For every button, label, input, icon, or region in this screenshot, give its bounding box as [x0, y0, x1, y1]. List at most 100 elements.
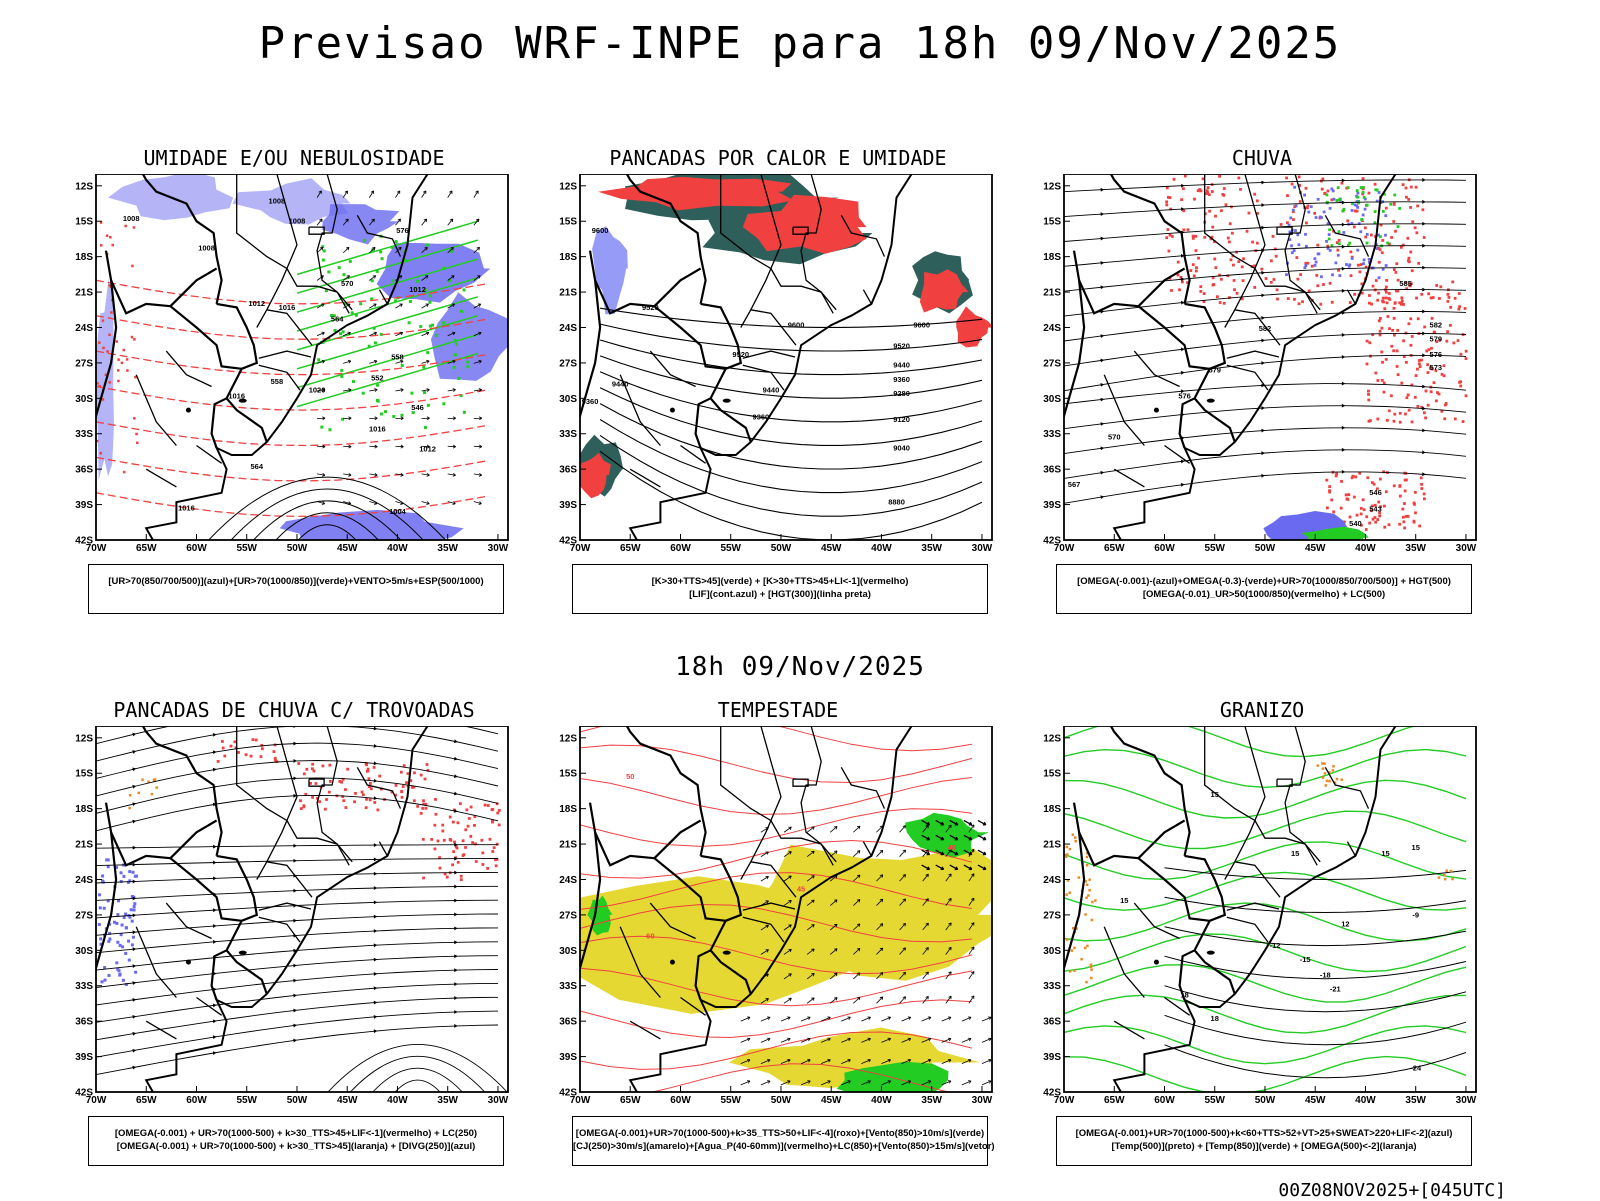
lat-tick-label: 27S: [1043, 358, 1061, 369]
legend-line: [LIF](cont.azul) + [HGT(300)](linha pret…: [573, 588, 987, 601]
lon-tick-label: 70W: [86, 543, 107, 554]
panel-title: TEMPESTADE: [558, 698, 998, 722]
lon-tick-label: 35W: [437, 543, 458, 554]
legend-line: [OMEGA(-0.01)_UR>50(1000/850)(vermelho) …: [1057, 588, 1471, 601]
lat-tick-label: 30S: [559, 394, 577, 405]
contour-label: 570: [341, 279, 354, 288]
lon-tick-label: 40W: [1355, 1095, 1376, 1106]
lat-tick-label: 33S: [1043, 981, 1061, 992]
contour-label: 582: [1430, 320, 1443, 329]
lat-tick-label: 24S: [75, 875, 93, 886]
lon-tick-label: 40W: [387, 543, 408, 554]
contour-label: 9440: [763, 385, 780, 394]
legend-line: [UR>70(850/700/500)](azul)+[UR>70(1000/8…: [89, 575, 503, 588]
panel-title: UMIDADE E/OU NEBULOSIDADE: [74, 146, 514, 170]
contour-label: -21: [1330, 985, 1341, 994]
panel-legend: [K>30+TTS>45](verde) + [K>30+TTS>45+LI<-…: [572, 564, 988, 614]
lon-tick-label: 35W: [921, 1095, 942, 1106]
lon-tick-label: 45W: [1305, 1095, 1326, 1106]
lon-tick-label: 50W: [1255, 543, 1276, 554]
lon-tick-label: 40W: [871, 543, 892, 554]
lat-tick-label: 24S: [1043, 323, 1061, 334]
lon-tick-label: 55W: [720, 1095, 741, 1106]
contour-label: 50: [626, 772, 634, 781]
lon-tick-label: 65W: [136, 1095, 157, 1106]
lat-tick-label: 39S: [1043, 1052, 1061, 1063]
lat-tick-label: 24S: [559, 875, 577, 886]
lat-tick-label: 33S: [559, 429, 577, 440]
contour-label: 1012: [419, 444, 436, 453]
lon-tick-label: 70W: [1054, 1095, 1075, 1106]
contour-label: 45: [797, 884, 805, 893]
contour-label: 567: [1068, 480, 1081, 489]
contour-label: 9040: [893, 443, 910, 452]
lon-tick-label: 40W: [1355, 543, 1376, 554]
lat-tick-label: 30S: [75, 394, 93, 405]
lon-tick-label: 30W: [488, 1095, 509, 1106]
legend-line: [OMEGA(-0.001) + UR>70(1000-500) + k>30_…: [89, 1127, 503, 1140]
lon-tick-label: 70W: [86, 1095, 107, 1106]
lon-tick-label: 30W: [972, 543, 993, 554]
lon-tick-label: 50W: [287, 1095, 308, 1106]
contour-label: 1016: [228, 391, 245, 400]
lat-tick-label: 39S: [75, 1052, 93, 1063]
panel-legend: [UR>70(850/700/500)](azul)+[UR>70(1000/8…: [88, 564, 504, 614]
contour-label: 564: [251, 462, 264, 471]
contour-label: 9360: [753, 413, 770, 422]
lat-tick-label: 36S: [1043, 465, 1061, 476]
lat-tick-label: 39S: [559, 500, 577, 511]
lon-tick-label: 60W: [670, 1095, 691, 1106]
sub-title: 18h 09/Nov/2025: [0, 652, 1600, 682]
lat-tick-label: 15S: [1043, 769, 1061, 780]
lat-tick-label: 39S: [559, 1052, 577, 1063]
lat-tick-label: 21S: [559, 840, 577, 851]
contour-label: 1012: [409, 285, 426, 294]
lon-tick-label: 55W: [236, 543, 257, 554]
contour-label: 576: [1178, 391, 1191, 400]
lon-tick-label: 55W: [1204, 1095, 1225, 1106]
lon-tick-label: 45W: [821, 1095, 842, 1106]
lat-tick-label: 21S: [559, 288, 577, 299]
contour-label: 15: [1211, 790, 1219, 799]
contour-label: 546: [411, 403, 424, 412]
contour-label: 1008: [123, 214, 140, 223]
lat-tick-label: 30S: [1043, 394, 1061, 405]
lon-tick-label: 45W: [337, 543, 358, 554]
lat-tick-label: 27S: [1043, 910, 1061, 921]
lat-tick-label: 33S: [75, 981, 93, 992]
lat-tick-label: 12S: [559, 733, 577, 744]
lat-tick-label: 36S: [559, 465, 577, 476]
lat-tick-label: 30S: [559, 946, 577, 957]
contour-label: 15: [1291, 849, 1299, 858]
contour-label: 1004: [389, 507, 407, 516]
legend-line: [Temp(500)](preto) + [Temp(850)](verde) …: [1057, 1140, 1471, 1153]
legend-line: [OMEGA(-0.001)+UR>70(1000-500)+k>35_TTS>…: [573, 1127, 987, 1140]
contour-label: -18: [1320, 970, 1331, 979]
legend-line: [OMEGA(-0.001)+UR>70(1000-500)+k<60+TTS>…: [1057, 1127, 1471, 1140]
lat-tick-label: 27S: [559, 910, 577, 921]
contour-label: 9520: [732, 350, 749, 359]
lat-tick-label: 24S: [1043, 875, 1061, 886]
lon-tick-label: 50W: [287, 543, 308, 554]
contour-label: 564: [331, 315, 344, 324]
lat-tick-label: 24S: [75, 323, 93, 334]
lon-tick-label: 55W: [236, 1095, 257, 1106]
lat-tick-label: 30S: [1043, 946, 1061, 957]
lat-tick-label: 33S: [1043, 429, 1061, 440]
lon-tick-label: 60W: [186, 543, 207, 554]
contour-label: 1008: [198, 244, 215, 253]
panel-legend: [OMEGA(-0.001)+UR>70(1000-500)+k>35_TTS>…: [572, 1116, 988, 1166]
lon-tick-label: 55W: [720, 543, 741, 554]
contour-label: 573: [1430, 363, 1443, 372]
contour-label: -12: [1270, 941, 1281, 950]
lon-tick-label: 60W: [1154, 1095, 1175, 1106]
lat-tick-label: 18S: [559, 804, 577, 815]
lon-tick-label: 30W: [488, 543, 509, 554]
contour-label: 585: [1399, 279, 1412, 288]
contour-label: 8880: [888, 498, 905, 507]
